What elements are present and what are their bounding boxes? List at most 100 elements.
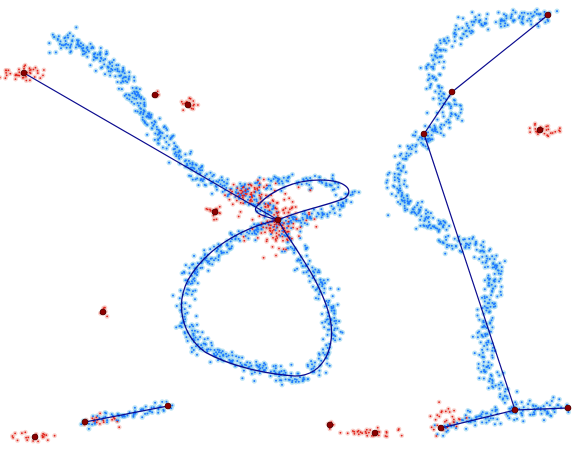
sample-point (439, 48, 442, 51)
sample-point (68, 32, 71, 35)
noise-point (272, 200, 275, 203)
sample-point (431, 225, 434, 228)
sample-point (450, 105, 453, 108)
sample-point (444, 49, 447, 52)
sample-point (184, 159, 187, 162)
sample-point (53, 36, 56, 38)
sample-point (275, 379, 277, 382)
sample-point (396, 177, 399, 179)
noise-point (249, 183, 252, 186)
sample-point (161, 132, 164, 135)
sample-point (209, 182, 212, 185)
sample-point (489, 417, 492, 420)
sample-point (523, 11, 526, 14)
noise-point (193, 103, 195, 106)
sample-point (325, 300, 328, 302)
sample-point (218, 179, 221, 182)
sample-point (312, 270, 315, 273)
sample-point (204, 253, 206, 256)
sample-point (494, 278, 497, 281)
noise-point (268, 227, 271, 230)
sample-point (318, 271, 321, 274)
sample-point (509, 411, 512, 414)
noise-point (189, 97, 192, 100)
noise-point (286, 238, 288, 241)
noise-point (219, 212, 221, 215)
sample-point (481, 296, 483, 299)
noise-point (27, 436, 30, 439)
sample-point (184, 279, 187, 282)
sample-point (333, 207, 335, 210)
sample-point (438, 102, 441, 105)
sample-point (184, 302, 187, 305)
sample-point (488, 249, 491, 252)
sample-point (270, 188, 273, 190)
noise-point (42, 432, 44, 435)
sample-point (522, 15, 525, 18)
sample-point (92, 47, 95, 49)
sample-point (472, 20, 475, 23)
bottom-center-noise-halo (338, 425, 405, 439)
sample-point (287, 222, 290, 225)
sample-point (386, 186, 389, 189)
sample-point (314, 361, 316, 364)
noise-point (251, 218, 254, 221)
sample-point (398, 178, 401, 181)
sample-point (254, 182, 257, 185)
point-halo (0, 75, 3, 80)
sample-point (236, 360, 239, 362)
sample-point (427, 215, 430, 218)
sample-point (86, 46, 89, 49)
sample-point (437, 230, 440, 233)
sample-point (133, 79, 136, 82)
sample-point (307, 263, 310, 266)
sample-point (331, 177, 334, 180)
sample-point (255, 360, 258, 363)
noise-point (240, 192, 243, 195)
noise-point (308, 211, 310, 214)
sample-point (495, 264, 498, 267)
sample-point (492, 417, 495, 420)
sample-point (493, 258, 496, 261)
noise-point (297, 186, 300, 189)
sample-point (332, 334, 335, 336)
noise-point (269, 202, 271, 205)
sample-point (406, 208, 409, 211)
sample-point (144, 405, 147, 408)
noise-point (274, 207, 277, 210)
sample-point (318, 374, 321, 377)
sample-point (429, 84, 432, 87)
sample-point (485, 259, 488, 262)
sample-point (306, 223, 309, 226)
sample-point (415, 213, 418, 216)
sample-point (281, 221, 283, 224)
sample-point (481, 249, 484, 252)
noise-point (430, 426, 433, 429)
sample-point (220, 250, 223, 253)
sample-point (485, 421, 488, 424)
sample-point (329, 287, 332, 290)
sample-point (503, 394, 506, 397)
sample-point (309, 177, 312, 179)
sample-point (334, 194, 337, 196)
noise-point (213, 218, 215, 221)
sample-point (387, 214, 390, 217)
sample-point (186, 164, 189, 167)
sample-point (518, 407, 521, 410)
sample-point (75, 26, 78, 29)
sample-point (472, 236, 475, 239)
sample-point (201, 164, 204, 167)
noise-point (18, 74, 21, 77)
sample-point (468, 30, 471, 33)
sample-point (191, 263, 194, 266)
sample-point (446, 423, 449, 426)
noise-point (99, 423, 101, 425)
sample-point (404, 171, 407, 174)
sample-point (442, 434, 445, 437)
sample-point (293, 269, 296, 272)
skeleton-loop-edge (254, 179, 350, 221)
noise-point (270, 224, 272, 227)
sample-point (414, 131, 417, 133)
sample-point (427, 63, 430, 66)
sample-point (183, 270, 185, 273)
